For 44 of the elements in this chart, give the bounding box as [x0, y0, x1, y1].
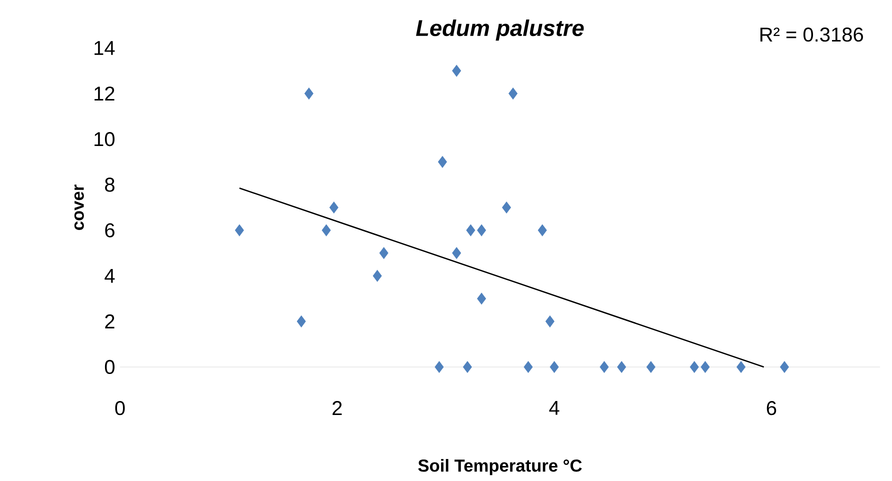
y-tick-label: 14 — [94, 41, 115, 55]
y-tick-label: 8 — [105, 178, 114, 192]
point — [736, 361, 746, 373]
point — [508, 88, 518, 100]
point — [379, 247, 388, 259]
x-tick-label: 6 — [766, 401, 776, 416]
x-tick-label: 0 — [115, 401, 125, 416]
y-tick-label: 0 — [104, 360, 115, 374]
y-tick-label: 12 — [94, 86, 114, 101]
y-tick-label: 10 — [94, 132, 115, 146]
point — [434, 361, 444, 373]
point — [438, 156, 447, 168]
x-axis-title: Soil Temperature °C — [418, 459, 582, 476]
point — [690, 361, 699, 373]
point — [780, 361, 789, 373]
point — [477, 292, 486, 305]
point — [234, 224, 244, 236]
point — [477, 224, 486, 236]
x-tick-label: 4 — [549, 401, 560, 415]
point — [372, 270, 382, 282]
point — [466, 224, 476, 236]
point — [545, 316, 554, 328]
point — [550, 361, 559, 373]
point — [452, 247, 462, 259]
point — [524, 361, 533, 373]
y-tick-label: 4 — [104, 268, 115, 283]
point — [452, 64, 462, 77]
chart-title: Ledum palustre — [416, 19, 584, 41]
y-axis-title: cover — [74, 184, 84, 230]
point — [600, 361, 609, 373]
point — [322, 224, 331, 236]
point — [646, 361, 656, 373]
point — [538, 224, 547, 236]
text: R² = 0.3186 — [760, 28, 863, 42]
point — [617, 361, 626, 373]
point — [700, 361, 710, 373]
y-tick-label: 2 — [105, 314, 114, 328]
x-tick-label: 2 — [332, 401, 342, 415]
point — [462, 361, 472, 373]
point — [502, 202, 511, 214]
point — [329, 202, 338, 214]
point — [304, 88, 314, 100]
y-tick-label: 6 — [105, 223, 114, 238]
point — [296, 316, 306, 328]
